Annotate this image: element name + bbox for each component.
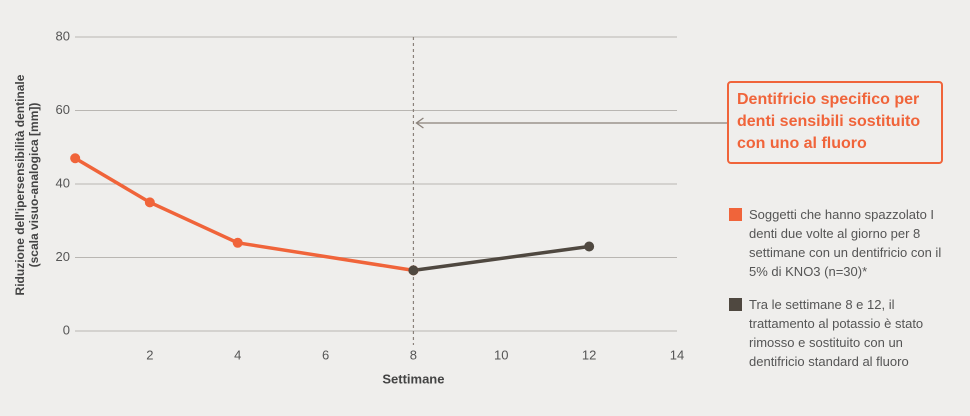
- legend-label: Soggetti che hanno spazzolato I denti du…: [749, 207, 942, 279]
- y-axis-title: Riduzione dell'ipersensibilità dentinale…: [13, 74, 41, 295]
- legend-label: Tra le settimane 8 e 12, il trattamento …: [749, 297, 924, 369]
- x-tick-label: 6: [322, 347, 329, 362]
- y-tick-label: 60: [56, 102, 70, 117]
- legend-swatch: [729, 208, 742, 221]
- x-tick-label: 4: [234, 347, 241, 362]
- y-tick-label: 40: [56, 175, 70, 190]
- annotation: Dentifricio specifico per denti sensibil…: [727, 81, 943, 164]
- arrow-head: [415, 117, 424, 129]
- y-axis-title-line: (scala visuo-analogica [mm]): [27, 103, 41, 268]
- y-tick-label: 0: [63, 322, 70, 337]
- x-axis-title: Settimane: [382, 371, 444, 386]
- x-tick-label: 2: [146, 347, 153, 362]
- series-line: [74, 156, 414, 273]
- data-point: [584, 241, 595, 252]
- data-point: [232, 237, 243, 248]
- x-tick-label: 8: [410, 347, 417, 362]
- data-point: [408, 265, 419, 276]
- y-tick-label: 80: [56, 28, 70, 43]
- y-axis-title-line: Riduzione dell'ipersensibilità dentinale: [13, 74, 27, 295]
- x-tick-label: 10: [494, 347, 508, 362]
- legend-swatch: [729, 298, 742, 311]
- series-line: [413, 244, 590, 273]
- data-point: [70, 153, 81, 164]
- data-point: [144, 197, 155, 208]
- y-tick-label: 20: [56, 249, 70, 264]
- x-tick-label: 14: [670, 347, 684, 362]
- x-tick-label: 12: [582, 347, 596, 362]
